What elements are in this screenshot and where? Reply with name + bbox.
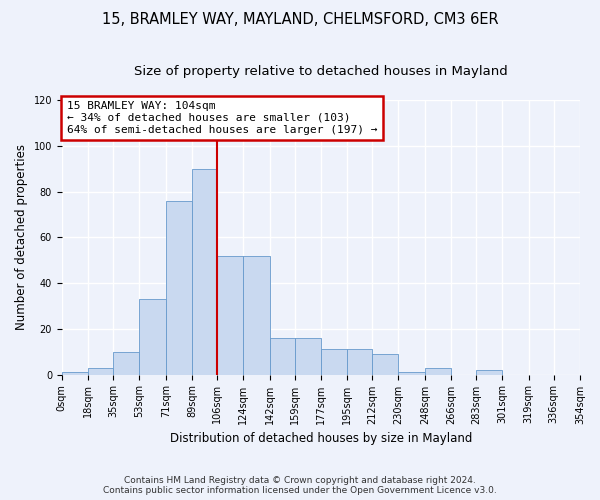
Text: 15, BRAMLEY WAY, MAYLAND, CHELMSFORD, CM3 6ER: 15, BRAMLEY WAY, MAYLAND, CHELMSFORD, CM… — [101, 12, 499, 28]
Bar — [217, 256, 244, 374]
Bar — [139, 299, 166, 374]
X-axis label: Distribution of detached houses by size in Mayland: Distribution of detached houses by size … — [170, 432, 472, 445]
Bar — [295, 338, 321, 374]
Bar — [321, 350, 347, 374]
Bar — [88, 368, 113, 374]
Bar — [244, 256, 269, 374]
Bar — [62, 372, 88, 374]
Text: 15 BRAMLEY WAY: 104sqm
← 34% of detached houses are smaller (103)
64% of semi-de: 15 BRAMLEY WAY: 104sqm ← 34% of detached… — [67, 102, 377, 134]
Title: Size of property relative to detached houses in Mayland: Size of property relative to detached ho… — [134, 65, 508, 78]
Bar — [476, 370, 502, 374]
Bar — [113, 352, 139, 374]
Y-axis label: Number of detached properties: Number of detached properties — [15, 144, 28, 330]
Text: Contains HM Land Registry data © Crown copyright and database right 2024.
Contai: Contains HM Land Registry data © Crown c… — [103, 476, 497, 495]
Bar — [425, 368, 451, 374]
Bar — [580, 372, 600, 374]
Bar — [372, 354, 398, 374]
Bar — [192, 168, 217, 374]
Bar — [269, 338, 295, 374]
Bar — [347, 350, 372, 374]
Bar — [166, 200, 192, 374]
Bar — [398, 372, 425, 374]
